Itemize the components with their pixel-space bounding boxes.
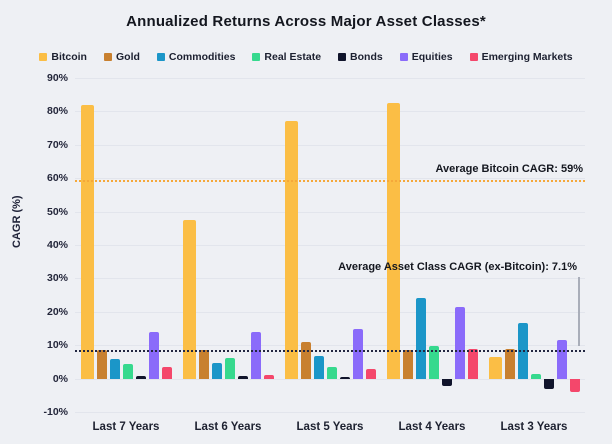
- legend-label-real-estate: Real Estate: [264, 51, 322, 63]
- gridline--10: [75, 412, 585, 413]
- bar-equities-last-7-years: [148, 331, 159, 379]
- gridline-20: [75, 311, 585, 313]
- bar-real-estate-last-4-years: [428, 346, 439, 379]
- bar-real-estate-last-6-years: [224, 357, 235, 379]
- annotation-line-average-asset-class-cagr-ex-bitcoin-7-1: [75, 349, 585, 352]
- bar-gold-last-3-years: [504, 349, 515, 379]
- x-label-last-4-years: Last 4 Years: [398, 421, 466, 433]
- bar-gold-last-6-years: [198, 349, 209, 379]
- x-label-last-3-years: Last 3 Years: [500, 421, 568, 433]
- x-label-last-6-years: Last 6 Years: [194, 421, 262, 433]
- bar-emerging-markets-last-3-years: [569, 378, 580, 392]
- bar-bonds-last-3-years: [543, 378, 554, 390]
- legend-label-bitcoin: Bitcoin: [51, 51, 87, 63]
- chart-title: Annualized Returns Across Major Asset Cl…: [126, 13, 486, 30]
- bar-bonds-last-5-years: [339, 377, 350, 379]
- bar-equities-last-4-years: [454, 306, 465, 379]
- bar-commodities-last-6-years: [211, 362, 222, 379]
- legend-swatch-emerging-markets-icon: [469, 53, 478, 61]
- bar-commodities-last-5-years: [313, 356, 324, 379]
- x-label-last-5-years: Last 5 Years: [296, 421, 364, 433]
- bar-commodities-last-4-years: [415, 298, 426, 379]
- gridline-30: [75, 278, 585, 280]
- annotation-leader-line: [578, 277, 580, 346]
- legend-swatch-commodities-icon: [156, 53, 165, 61]
- legend-item-equities: Equities: [399, 51, 453, 63]
- y-tick-label-40: 40%: [46, 239, 68, 251]
- bar-emerging-markets-last-7-years: [161, 366, 172, 379]
- bar-emerging-markets-last-5-years: [365, 369, 376, 379]
- y-tick-label-60: 60%: [46, 172, 68, 185]
- bar-bitcoin-last-5-years: [284, 121, 298, 379]
- bar-bitcoin-last-4-years: [386, 103, 400, 379]
- gridline-70: [75, 144, 585, 146]
- x-label-last-7-years: Last 7 Years: [92, 421, 160, 433]
- bar-commodities-last-7-years: [109, 358, 120, 379]
- gridline-50: [75, 211, 585, 213]
- gridline-80: [75, 111, 585, 113]
- gridline-90: [75, 78, 585, 79]
- y-tick-label-30: 30%: [46, 272, 68, 285]
- legend-item-bonds: Bonds: [338, 51, 383, 63]
- bar-gold-last-4-years: [402, 349, 413, 379]
- legend-label-bonds: Bonds: [350, 51, 383, 63]
- bar-bitcoin-last-3-years: [488, 356, 502, 379]
- bar-bitcoin-last-7-years: [80, 104, 94, 379]
- gridline-0: [75, 378, 585, 380]
- annotation-label-average-bitcoin-cagr-59: Average Bitcoin CAGR: 59%: [435, 162, 583, 175]
- gridline-10: [75, 345, 585, 347]
- bar-bitcoin-last-6-years: [182, 219, 196, 379]
- y-tick-label-50: 50%: [46, 205, 68, 218]
- legend-label-gold: Gold: [115, 51, 140, 63]
- legend-item-commodities: Commodities: [156, 51, 236, 63]
- y-tick-label-70: 70%: [46, 138, 68, 151]
- bar-bonds-last-7-years: [135, 375, 146, 379]
- legend-swatch-bonds-icon: [338, 53, 347, 61]
- legend-label-commodities: Commodities: [168, 51, 236, 63]
- legend-item-gold: Gold: [103, 51, 140, 63]
- bar-gold-last-7-years: [96, 350, 107, 379]
- bar-equities-last-5-years: [352, 328, 363, 379]
- annotation-label-average-asset-class-cagr-ex-bitcoin-7-1: Average Asset Class CAGR (ex-Bitcoin): 7…: [338, 261, 577, 274]
- legend-item-bitcoin: Bitcoin: [39, 51, 87, 63]
- bar-real-estate-last-3-years: [530, 374, 541, 379]
- bar-real-estate-last-5-years: [326, 366, 337, 379]
- legend-label-equities: Equities: [411, 51, 453, 63]
- y-tick-label-20: 20%: [46, 305, 68, 318]
- bar-emerging-markets-last-4-years: [467, 348, 478, 379]
- legend-item-real-estate: Real Estate: [252, 51, 321, 63]
- y-tick-label-90: 90%: [46, 72, 68, 84]
- y-tick-label-80: 80%: [46, 105, 68, 118]
- legend: Bitcoin Gold Commodities Real Estate Bonds Eq…: [0, 51, 612, 63]
- legend-item-emerging-markets: Emerging Markets: [469, 51, 573, 63]
- y-tick-label-0: 0%: [52, 372, 68, 385]
- bar-bonds-last-4-years: [441, 378, 452, 386]
- bar-gold-last-5-years: [300, 341, 311, 379]
- y-tick-label-10: 10%: [46, 339, 68, 352]
- annotation-line-average-bitcoin-cagr-59: [75, 179, 585, 182]
- y-tick-label--10: -10%: [43, 406, 68, 418]
- bar-equities-last-6-years: [250, 331, 261, 379]
- legend-label-emerging-markets: Emerging Markets: [481, 51, 573, 63]
- gridline-60: [75, 178, 585, 180]
- legend-swatch-gold-icon: [103, 53, 112, 61]
- legend-swatch-equities-icon: [399, 53, 408, 61]
- bar-equities-last-3-years: [556, 340, 567, 379]
- legend-swatch-bitcoin-icon: [39, 53, 48, 61]
- legend-swatch-real-estate-icon: [252, 53, 261, 61]
- plot-area: Last 7 Years Last 6 Years Last 5 Years Last…: [75, 78, 585, 433]
- bar-emerging-markets-last-6-years: [263, 375, 274, 379]
- bar-bonds-last-6-years: [237, 375, 248, 379]
- bar-real-estate-last-7-years: [122, 363, 133, 379]
- gridline-40: [75, 245, 585, 246]
